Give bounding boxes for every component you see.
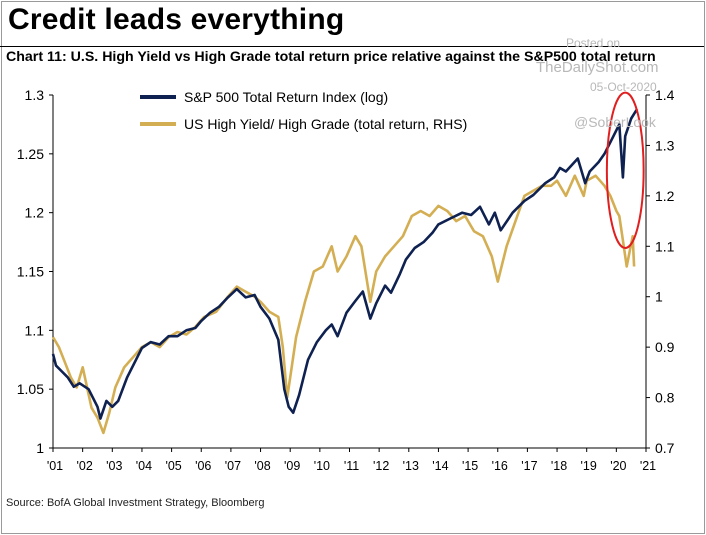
left-tick-label: 1.15 (17, 264, 44, 280)
x-tick-label: '11 (344, 459, 359, 473)
series-line-sp500 (51, 108, 639, 420)
left-tick-label: 1 (36, 440, 44, 456)
right-tick-label: 1.3 (655, 137, 675, 153)
x-axis: '01 '02 '03 '04 '05 '06 '07 '08 '09 '10 '11 '12 '13 '… (47, 447, 656, 473)
legend-label: US High Yield/ High Grade (total return,… (184, 116, 467, 132)
x-tick-label: '21 (640, 459, 656, 473)
left-tick-label: 1.05 (17, 381, 44, 397)
right-tick-label: 1.2 (655, 188, 675, 204)
x-tick-label: '06 (195, 459, 211, 473)
x-tick-label: '17 (521, 459, 537, 473)
x-tick-label: '14 (432, 459, 448, 473)
legend-label: S&P 500 Total Return Index (log) (184, 89, 388, 105)
left-tick-label: 1.1 (25, 322, 45, 338)
x-tick-label: '09 (284, 459, 300, 473)
title-divider (0, 46, 704, 47)
left-axis: 1.3 1.25 1.2 1.15 1.1 1.05 1 (17, 87, 54, 456)
x-tick-label: '16 (492, 459, 508, 473)
watermark-posted-on: Posted on (566, 36, 621, 50)
x-tick-label: '03 (106, 459, 122, 473)
chart-title: Credit leads everything (8, 3, 345, 36)
highlight-ellipse (605, 91, 645, 249)
x-tick-label: '07 (225, 459, 241, 473)
series-layer (51, 108, 639, 435)
chart-source: Source: BofA Global Investment Strategy,… (6, 497, 265, 509)
watermark-handle: @SoberLook (574, 114, 656, 130)
x-tick-label: '18 (551, 459, 567, 473)
highlight-layer (605, 91, 645, 249)
series-line-hy-hg (51, 174, 636, 435)
right-axis: 1.4 1.3 1.2 1.1 1 0.9 0.8 0.7 (645, 87, 675, 456)
x-tick-label: '10 (314, 459, 330, 473)
x-tick-label: '08 (254, 459, 270, 473)
x-tick-label: '20 (610, 459, 626, 473)
x-tick-label: '05 (165, 459, 181, 473)
right-tick-label: 1.1 (655, 238, 675, 254)
x-tick-label: '01 (47, 459, 63, 473)
x-tick-label: '02 (77, 459, 93, 473)
legend: S&P 500 Total Return Index (log) US High … (140, 89, 467, 132)
x-tick-label: '12 (373, 459, 389, 473)
left-tick-label: 1.2 (25, 205, 45, 221)
left-tick-label: 1.25 (17, 146, 44, 162)
watermark-date: 05-Oct-2020 (590, 80, 657, 94)
right-tick-label: 1.4 (655, 87, 675, 103)
right-tick-label: 0.7 (655, 440, 675, 456)
right-tick-label: 0.9 (655, 339, 675, 355)
left-tick-label: 1.3 (25, 87, 45, 103)
x-tick-label: '04 (136, 459, 152, 473)
watermark-site: TheDailyShot.com (536, 59, 659, 76)
x-tick-label: '19 (581, 459, 597, 473)
right-tick-label: 1 (655, 289, 663, 305)
right-tick-label: 0.8 (655, 390, 675, 406)
x-tick-label: '13 (403, 459, 419, 473)
x-tick-label: '15 (462, 459, 478, 473)
chart-subtitle: Chart 11: U.S. High Yield vs High Grade … (6, 49, 656, 65)
